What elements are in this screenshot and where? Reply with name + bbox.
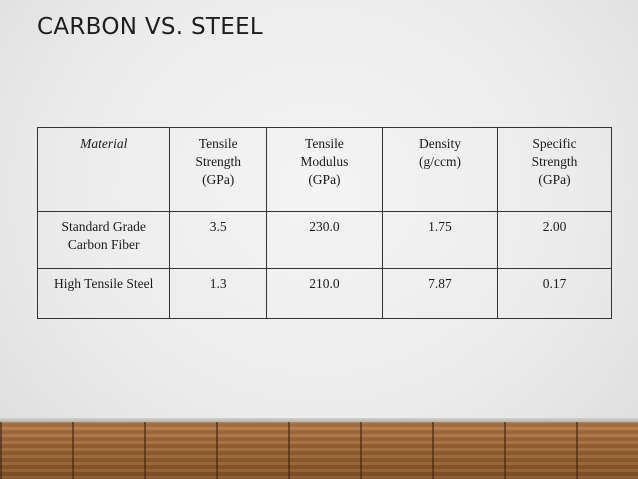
cell-tensile-strength: 1.3 — [169, 267, 267, 320]
baseboard — [0, 418, 638, 422]
cell-tensile-modulus: 210.0 — [265, 267, 383, 320]
header-line: Density — [418, 136, 461, 151]
header-material: Material — [36, 127, 171, 212]
cell-specific-strength: 0.17 — [497, 267, 612, 320]
comparison-table: Material Tensile Strength (GPa) Tensile … — [36, 127, 612, 320]
header-line: (GPa) — [202, 172, 235, 188]
material-line: High Tensile Steel — [54, 275, 154, 291]
header-row: Material Tensile Strength (GPa) Tensile … — [36, 127, 612, 212]
slide-title: CARBON VS. STEEL — [37, 14, 264, 40]
header-tensile-strength: Tensile Strength (GPa) — [169, 127, 267, 212]
cell-material: High Tensile Steel — [36, 267, 171, 320]
header-line: Strength — [195, 154, 242, 170]
cell-specific-strength: 2.00 — [497, 210, 612, 269]
header-line: Tensile — [305, 136, 344, 151]
header-specific-strength: Specific Strength (GPa) — [497, 127, 612, 212]
header-line: Strength — [531, 154, 578, 170]
wooden-floor — [0, 422, 638, 479]
table-row: High Tensile Steel 1.3 210.0 7.87 0.17 — [36, 267, 612, 320]
header-density: Density (g/ccm) — [381, 127, 499, 212]
header-line: (g/ccm) — [418, 154, 461, 170]
header-line: Modulus — [300, 154, 349, 170]
header-line: Specific — [532, 136, 577, 151]
header-line: (GPa) — [538, 172, 571, 188]
header-line: Tensile — [198, 136, 238, 151]
header-tensile-modulus: Tensile Modulus (GPa) — [265, 127, 383, 212]
cell-tensile-modulus: 230.0 — [265, 210, 383, 269]
header-line: (GPa) — [308, 172, 341, 188]
material-line: Carbon Fiber — [67, 236, 140, 252]
table-row: Standard Grade Carbon Fiber 3.5 230.0 1.… — [36, 210, 612, 269]
cell-density: 1.75 — [381, 210, 499, 269]
cell-density: 7.87 — [381, 267, 499, 320]
cell-tensile-strength: 3.5 — [169, 210, 267, 269]
cell-material: Standard Grade Carbon Fiber — [36, 210, 171, 269]
material-line: Standard Grade — [61, 218, 146, 234]
header-line: Material — [80, 136, 128, 151]
